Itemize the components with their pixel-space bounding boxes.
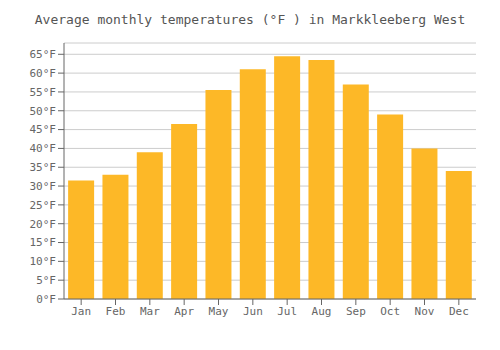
svg-text:Mar: Mar: [140, 305, 160, 318]
svg-text:Feb: Feb: [106, 305, 126, 318]
html-text:Average monthly temperatures (: Average monthly temperatures (°F ) in Ma…: [34, 12, 466, 27]
svg-text:45°F: 45°F: [30, 123, 57, 136]
svg-text:Jun: Jun: [243, 305, 263, 318]
svg-text:40°F: 40°F: [30, 142, 57, 155]
svg-text:Dec: Dec: [449, 305, 469, 318]
svg-text:65°F: 65°F: [30, 48, 57, 61]
svg-text:55°F: 55°F: [30, 86, 57, 99]
svg-text:30°F: 30°F: [30, 180, 57, 193]
svg-text:Jan: Jan: [71, 305, 91, 318]
svg-text:60°F: 60°F: [30, 67, 57, 80]
svg-text:Nov: Nov: [415, 305, 435, 318]
svg-text:0°F: 0°F: [36, 293, 56, 306]
svg-text:5°F: 5°F: [36, 274, 56, 287]
svg-text:20°F: 20°F: [30, 218, 57, 231]
svg-text:25°F: 25°F: [30, 199, 57, 212]
svg-text:50°F: 50°F: [30, 105, 57, 118]
svg-text:Aug: Aug: [312, 305, 332, 318]
svg-text:35°F: 35°F: [30, 161, 57, 174]
svg-text:Oct: Oct: [380, 305, 400, 318]
svg-text:May: May: [209, 305, 229, 318]
svg-text:Apr: Apr: [174, 305, 194, 318]
svg-text:Jul: Jul: [277, 305, 297, 318]
svg-text:Sep: Sep: [346, 305, 366, 318]
svg-text:15°F: 15°F: [30, 236, 57, 249]
svg-text:10°F: 10°F: [30, 255, 57, 268]
